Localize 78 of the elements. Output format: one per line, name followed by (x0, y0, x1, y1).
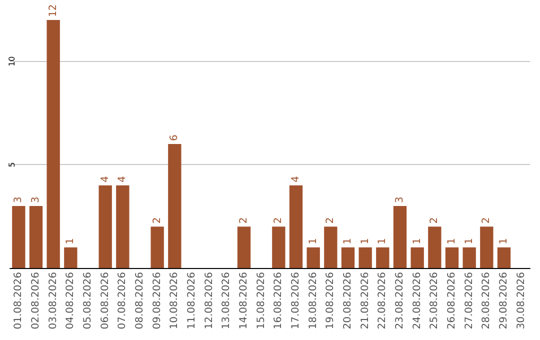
bar (150, 226, 164, 268)
bar (497, 247, 511, 268)
x-tick-label: 27.08.2026 (464, 272, 475, 330)
data-label: 1 (360, 238, 371, 244)
x-tick-label: 03.08.2026 (48, 272, 59, 330)
bar (306, 247, 320, 268)
data-label: 12 (48, 4, 59, 17)
bar (462, 247, 476, 268)
bar (64, 247, 78, 268)
x-tick-label: 25.08.2026 (429, 272, 440, 330)
x-tick-label: 28.08.2026 (481, 272, 492, 330)
data-label: 1 (464, 238, 475, 244)
data-label: 4 (290, 176, 302, 182)
x-tick-label: 17.08.2026 (290, 272, 302, 330)
bar (324, 226, 338, 268)
data-label: 1 (342, 238, 354, 244)
data-label: 2 (238, 217, 250, 224)
x-tick-label: 21.08.2026 (360, 272, 371, 330)
bar (98, 185, 112, 268)
x-tick-label: 19.08.2026 (325, 272, 336, 330)
x-tick-label: 14.08.2026 (238, 272, 250, 330)
data-label: 3 (394, 196, 406, 203)
x-tick-label: 10.08.2026 (169, 272, 180, 330)
y-tick-label: 5 (8, 162, 16, 168)
bar (46, 20, 60, 268)
bar (29, 206, 43, 268)
x-tick-label: 06.08.2026 (100, 272, 111, 330)
data-label: 2 (273, 217, 284, 224)
data-label: 4 (117, 176, 128, 182)
x-tick-label: 09.08.2026 (152, 272, 163, 330)
bar (272, 226, 286, 268)
x-tick-label: 16.08.2026 (273, 272, 284, 330)
bar (237, 226, 251, 268)
x-tick-label: 02.08.2026 (30, 272, 42, 330)
data-label: 1 (498, 238, 510, 244)
x-tick-label: 07.08.2026 (117, 272, 128, 330)
data-label: 2 (481, 217, 492, 224)
x-tick-label: 30.08.2026 (516, 272, 527, 330)
x-tick-label: 11.08.2026 (186, 272, 198, 330)
bar (480, 226, 494, 268)
x-tick-label: 18.08.2026 (308, 272, 319, 330)
data-label: 2 (152, 217, 163, 224)
bar (410, 247, 424, 268)
x-tick-label: 23.08.2026 (394, 272, 406, 330)
bar (445, 247, 459, 268)
x-tick-label: 22.08.2026 (377, 272, 388, 330)
x-tick-label: 15.08.2026 (256, 272, 267, 330)
x-tick-label: 13.08.2026 (221, 272, 232, 330)
x-tick-label: 04.08.2026 (65, 272, 76, 330)
data-label: 3 (13, 196, 24, 203)
x-tick-label: 29.08.2026 (498, 272, 510, 330)
bar (428, 226, 442, 268)
data-label: 1 (65, 238, 76, 244)
x-tick-label: 12.08.2026 (204, 272, 215, 330)
bar (289, 185, 303, 268)
bar (116, 185, 130, 268)
data-label: 6 (169, 134, 180, 141)
bar (358, 247, 372, 268)
data-label: 1 (446, 238, 458, 244)
data-label: 1 (308, 238, 319, 244)
x-tick-label: 01.08.2026 (13, 272, 24, 330)
data-label: 2 (325, 217, 336, 224)
data-label: 4 (100, 176, 111, 182)
x-tick-label: 05.08.2026 (82, 272, 94, 330)
data-label: 2 (429, 217, 440, 224)
bar (168, 144, 182, 268)
data-label: 3 (30, 196, 42, 203)
x-tick-label: 20.08.2026 (342, 272, 354, 330)
x-tick-label: 08.08.2026 (134, 272, 146, 330)
x-tick-label: 24.08.2026 (412, 272, 423, 330)
bar (341, 247, 355, 268)
data-label: 1 (412, 238, 423, 244)
bar (393, 206, 407, 268)
bar (376, 247, 390, 268)
y-tick-label: 10 (8, 56, 16, 66)
data-label: 1 (377, 238, 388, 244)
x-tick-label: 26.08.2026 (446, 272, 458, 330)
bar (12, 206, 26, 268)
